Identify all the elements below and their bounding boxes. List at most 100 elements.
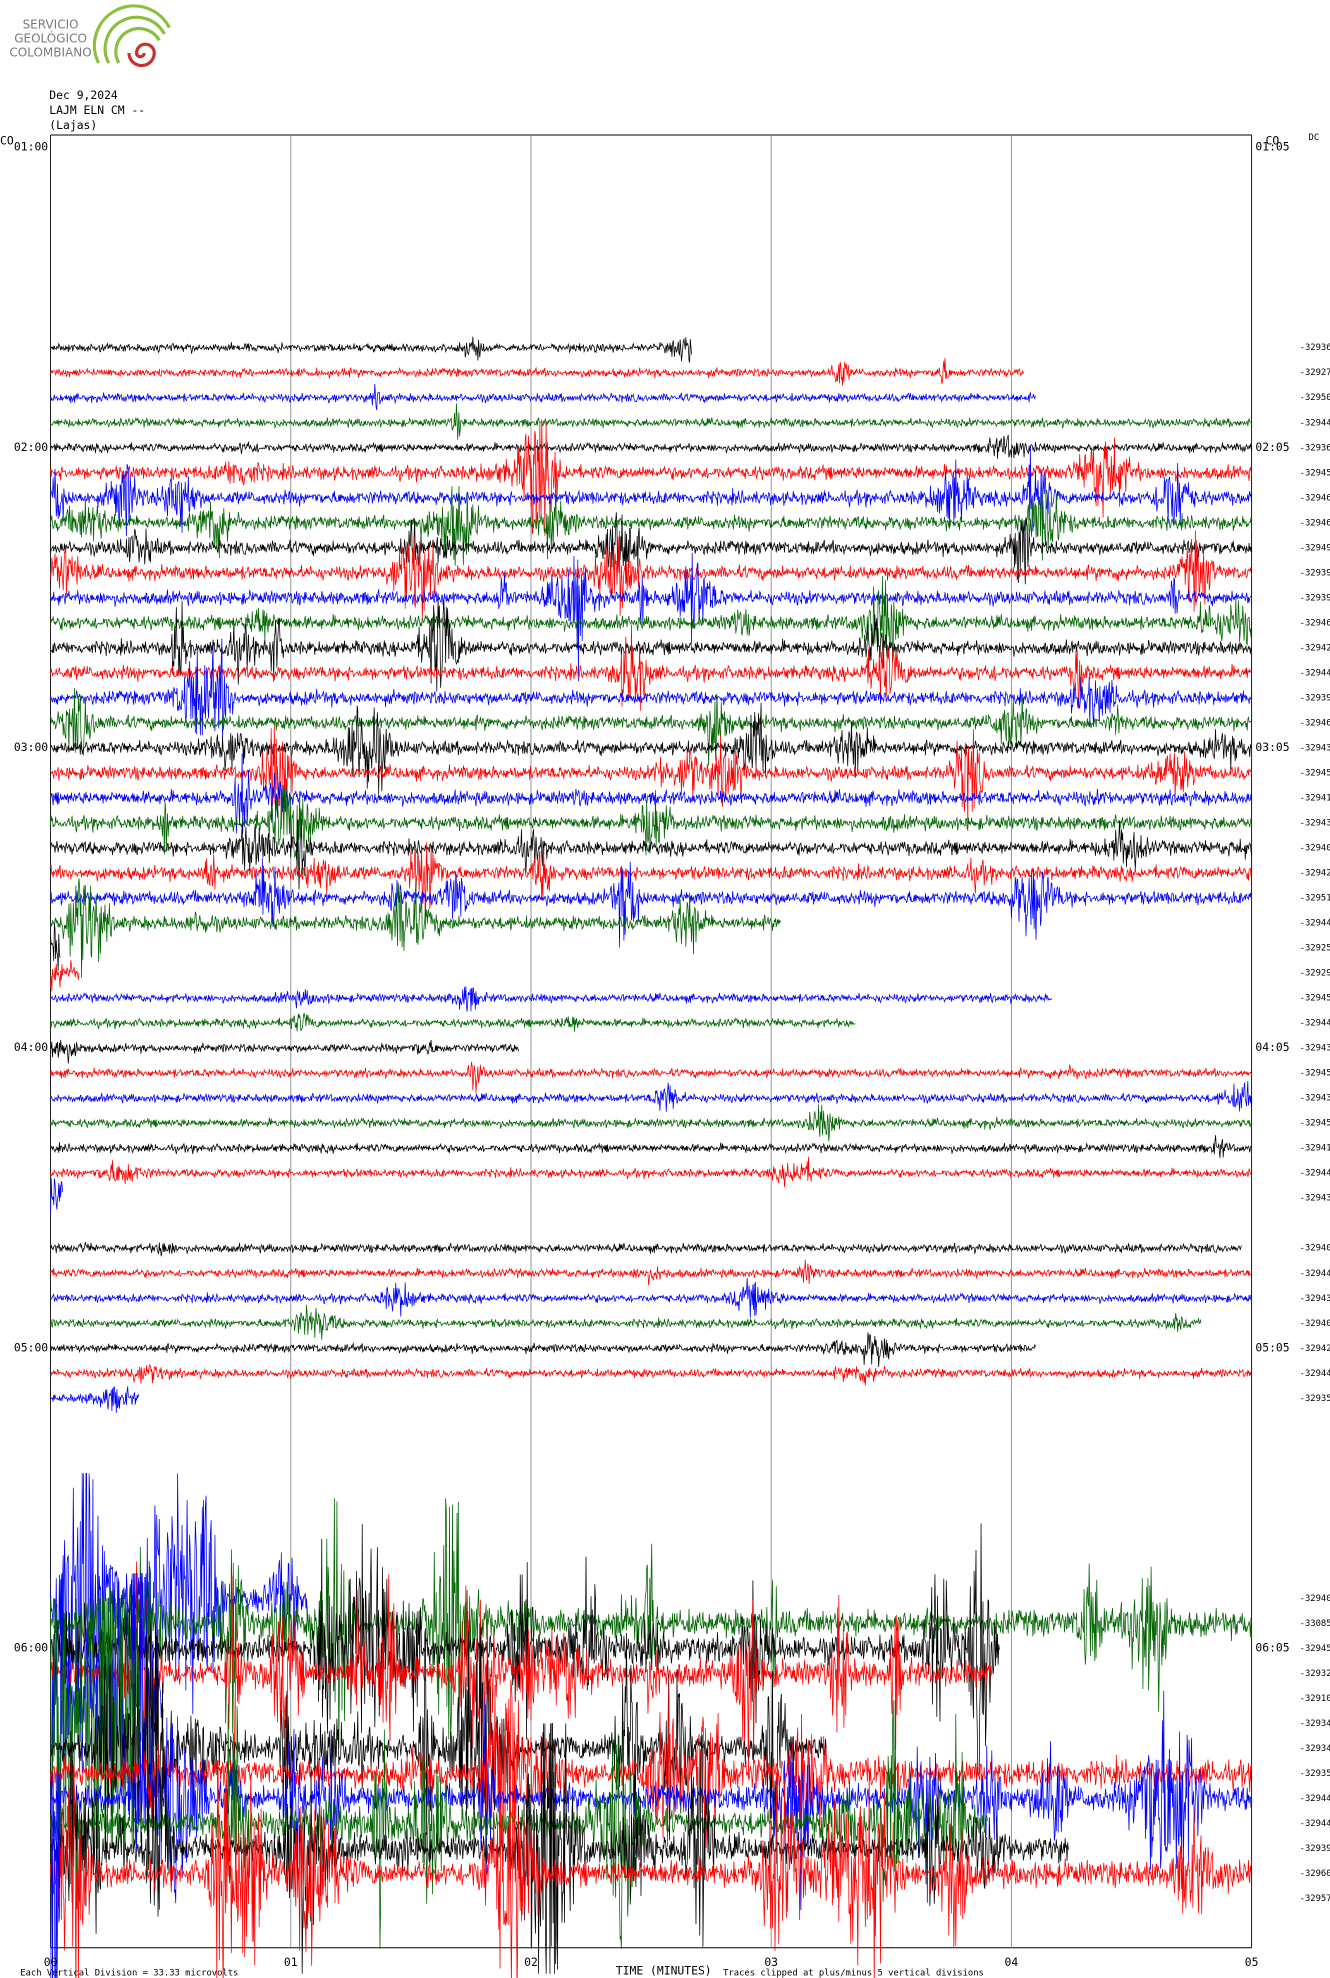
hour-label: 03:05 [1255, 740, 1289, 754]
dc-offset: -32944 [1300, 668, 1330, 678]
seismic-trace [50, 1061, 1252, 1094]
dc-offset: -32939 [1300, 1844, 1330, 1854]
dc-offset: -32927 [1300, 368, 1330, 378]
seismic-trace [50, 725, 1252, 831]
dc-offset: -32946 [1300, 618, 1330, 628]
date: Dec 9,2024 [49, 88, 118, 102]
logo [92, 4, 171, 68]
seismic-trace [50, 1178, 63, 1213]
dc-offset: -32932 [1300, 1669, 1330, 1679]
seismic-trace [50, 403, 1252, 440]
dc-offset: -32946 [1300, 493, 1330, 503]
dc-offset: -32943 [1300, 819, 1330, 829]
dc-offset: -32945 [1300, 1069, 1330, 1079]
dc-offset: -32942 [1300, 643, 1330, 653]
seismic-trace [50, 575, 1252, 663]
seismic-trace [50, 924, 61, 971]
seismic-trace [50, 1332, 1036, 1367]
seismic-trace [50, 419, 1252, 537]
dc-offset: -32949 [1300, 543, 1330, 553]
seismic-trace [50, 1363, 1252, 1386]
x-tick-label: 03 [764, 1955, 778, 1969]
dc-offset: -32910 [1300, 1694, 1330, 1704]
logo-text: SERVICIO [23, 18, 79, 32]
dc-offset: -32945 [1300, 468, 1330, 478]
seismic-trace [50, 960, 80, 992]
dc-offset: -32940 [1300, 1594, 1330, 1604]
dc-offset: -32944 [1300, 919, 1330, 929]
seismic-trace [50, 986, 1053, 1012]
dc-offset: -32944 [1300, 1169, 1330, 1179]
hour-label: 02:00 [14, 440, 48, 454]
seismic-trace [50, 687, 1252, 766]
footer-clip: Traces clipped at plus/minus 5 vertical … [723, 1968, 984, 1978]
dc-offset: -32929 [1300, 969, 1330, 979]
dc-offset: -32940 [1300, 1244, 1330, 1254]
logo-text: COLOMBIANO [9, 45, 91, 59]
dc-offset: -32943 [1300, 1094, 1330, 1104]
seismic-trace [50, 1773, 61, 1978]
dc-offset: -32944 [1300, 418, 1330, 428]
dc-label: DC [1309, 133, 1320, 143]
hour-label: 01:00 [14, 140, 48, 154]
seismic-trace [50, 383, 1036, 411]
dc-offset: -32944 [1300, 1794, 1330, 1804]
dc-offset: -32944 [1300, 1819, 1330, 1829]
dc-offset: -32943 [1300, 1044, 1330, 1054]
dc-offset: -32939 [1300, 593, 1330, 603]
seismic-trace [50, 357, 1024, 386]
labels: 00 01 02 03 04 05 01:00 02:00 03:00 04:00 05:00 06:… [14, 140, 1330, 1978]
dc-offset: -32960 [1300, 1869, 1330, 1879]
seismic-trace [50, 1156, 1252, 1188]
dc-offset: -32944 [1300, 1019, 1330, 1029]
hour-label: 04:00 [14, 1040, 48, 1054]
traces [50, 336, 1252, 1978]
x-tick-label: 05 [1245, 1955, 1259, 1969]
seismic-trace [50, 336, 692, 363]
dc-offset: -32934 [1300, 1719, 1330, 1729]
seismic-trace [50, 445, 1252, 537]
x-tick-label: 04 [1005, 1955, 1019, 1969]
dc-offset: -32936 [1300, 343, 1330, 353]
seismic-trace [50, 624, 1252, 711]
seismic-trace [50, 1104, 1252, 1142]
dc-offset: -32943 [1300, 1194, 1330, 1204]
dc-offset: -32943 [1300, 743, 1330, 753]
seismic-trace [50, 858, 1252, 948]
station: LAJM ELN CM -- [49, 103, 145, 117]
grid [50, 134, 1253, 1948]
x-tick-label: 01 [284, 1955, 298, 1969]
hour-label: 01:05 [1255, 140, 1289, 154]
dc-offset: -32945 [1300, 1119, 1330, 1129]
dc-offset: -32950 [1300, 393, 1330, 403]
dc-offset: -32940 [1300, 844, 1330, 854]
seismic-trace [50, 1498, 1252, 1749]
dc-offset: -32944 [1300, 1269, 1330, 1279]
seismic-trace [50, 1241, 1242, 1257]
footer-scale: Each Vertical Division = 33.33 microvolt… [20, 1968, 238, 1978]
dc-offset: -32941 [1300, 793, 1330, 803]
hour-label: 04:05 [1255, 1040, 1289, 1054]
hour-label: 06:00 [14, 1641, 48, 1655]
seismic-trace [50, 842, 1252, 930]
dc-offset: -32942 [1300, 1344, 1330, 1354]
hour-label: 05:05 [1255, 1340, 1289, 1354]
seismic-trace [50, 1561, 993, 1799]
dc-offset: -32939 [1300, 568, 1330, 578]
seismic-trace [50, 753, 1252, 835]
seismic-trace [50, 1259, 1252, 1286]
seismic-trace [50, 530, 1252, 620]
dc-offset: -32939 [1300, 693, 1330, 703]
seismic-trace [50, 785, 1252, 860]
dc-offset: -32951 [1300, 894, 1330, 904]
dc-offset: -32957 [1300, 1894, 1330, 1904]
seismic-trace [50, 1473, 308, 1724]
dc-offset: -32941 [1300, 1144, 1330, 1154]
dc-offset: -32945 [1300, 768, 1330, 778]
seismic-trace [50, 512, 1252, 585]
x-tick-label: 00 [44, 1955, 58, 1969]
seismic-trace [50, 1748, 1252, 1978]
seismic-trace [50, 552, 1252, 682]
